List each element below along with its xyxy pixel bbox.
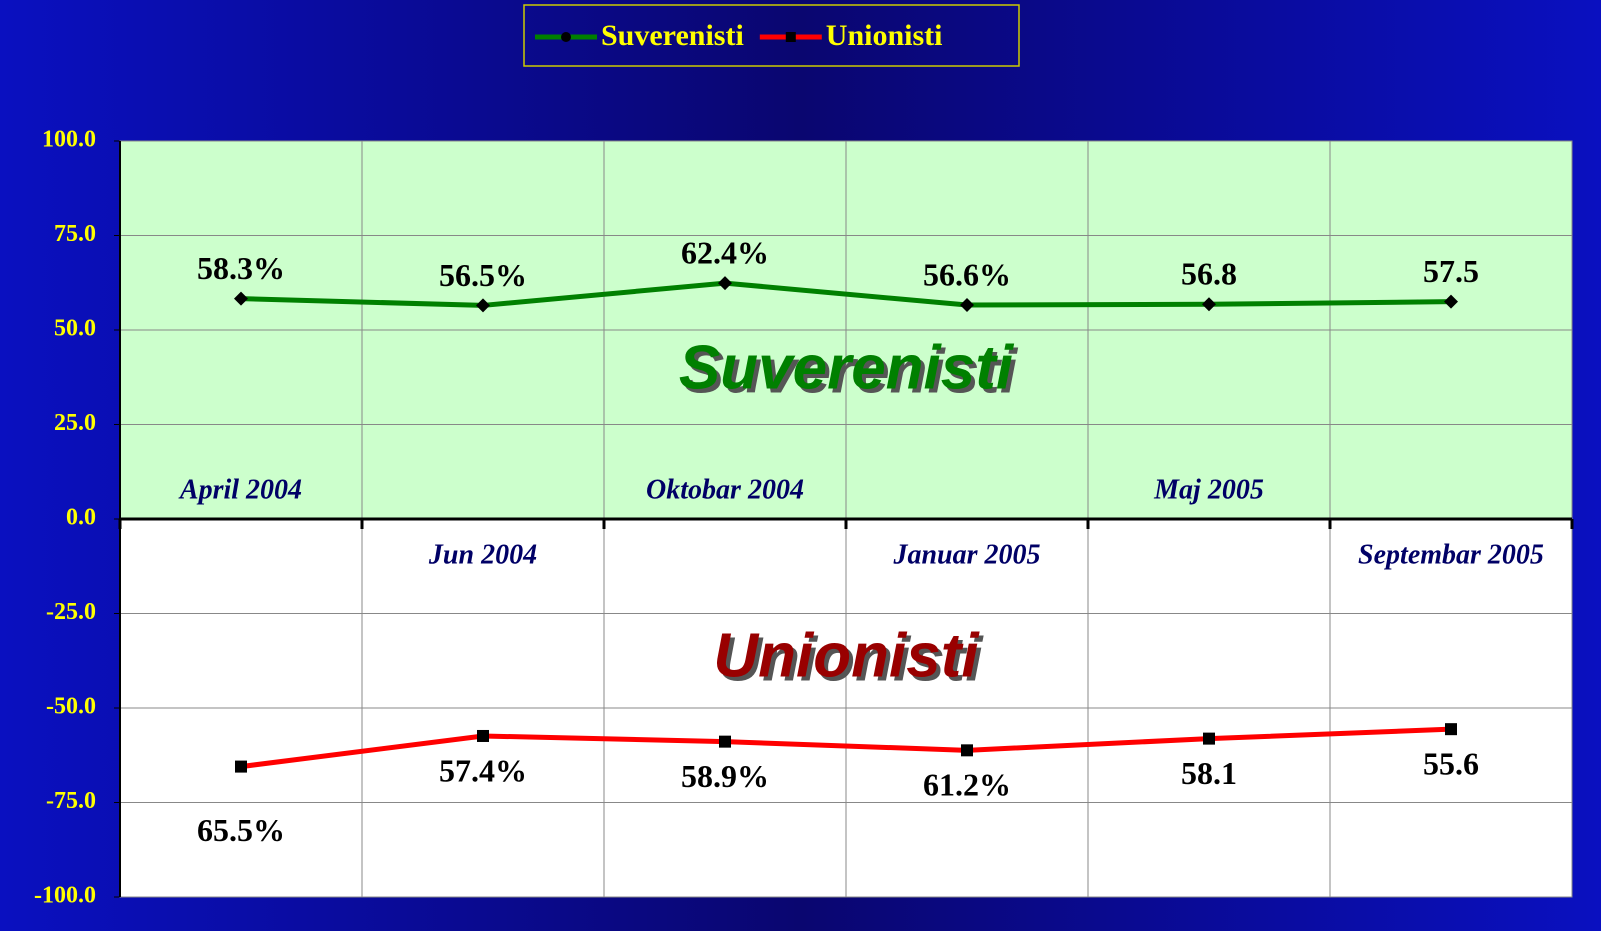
series-line [240, 280, 1452, 308]
marker [476, 298, 490, 313]
value-label: 56.8 [1181, 256, 1237, 292]
marker [1444, 294, 1458, 309]
y-tick-label: -100.0 [34, 883, 96, 909]
annotation-shadow: Unionisti [717, 625, 984, 694]
marker [1202, 297, 1216, 312]
value-label: 62.4% [681, 234, 769, 270]
marker [718, 276, 732, 291]
annotation-shadow: Suverenisti [683, 337, 1019, 406]
annotation: Suverenisti [679, 333, 1015, 402]
y-tick-label: -25.0 [46, 599, 96, 625]
legend-box [523, 4, 1020, 67]
y-tick-label: 25.0 [54, 410, 96, 436]
value-label: 58.3% [197, 250, 285, 286]
value-label: 58.9% [681, 758, 769, 794]
marker [960, 298, 974, 313]
marker [234, 291, 248, 306]
value-label: 61.2% [923, 767, 1011, 803]
y-tick-label: 75.0 [54, 221, 96, 247]
legend-label: Suverenisti [601, 19, 744, 52]
y-tick-label: 50.0 [54, 316, 96, 342]
x-tick-label: Januar 2005 [892, 539, 1040, 570]
y-tick-label: -75.0 [46, 788, 96, 814]
legend-marker [561, 32, 571, 42]
value-label: 57.4% [439, 752, 527, 788]
value-label: 57.5 [1423, 253, 1479, 289]
marker [477, 729, 489, 742]
value-label: 65.5% [197, 812, 285, 848]
x-tick-label: Oktobar 2004 [646, 474, 804, 505]
marker [961, 744, 973, 757]
marker [1203, 732, 1215, 745]
value-label: 56.5% [439, 257, 527, 293]
value-label: 55.6 [1423, 746, 1479, 782]
legend-label: Unionisti [826, 19, 943, 52]
legend-marker [785, 32, 796, 42]
x-tick-label: Jun 2004 [428, 539, 537, 570]
marker [1445, 723, 1457, 736]
marker [235, 760, 247, 773]
x-tick-label: Maj 2005 [1153, 474, 1264, 505]
value-label: 58.1 [1181, 755, 1237, 791]
x-tick-label: Septembar 2005 [1358, 539, 1544, 570]
y-tick-label: 0.0 [66, 505, 96, 531]
marker [719, 735, 731, 748]
value-label: 56.6% [923, 256, 1011, 292]
annotation: Unionisti [713, 621, 980, 690]
y-tick-label: 100.0 [42, 127, 96, 153]
y-tick-label: -50.0 [46, 694, 96, 720]
series-line [240, 726, 1452, 770]
x-tick-label: April 2004 [178, 474, 302, 505]
